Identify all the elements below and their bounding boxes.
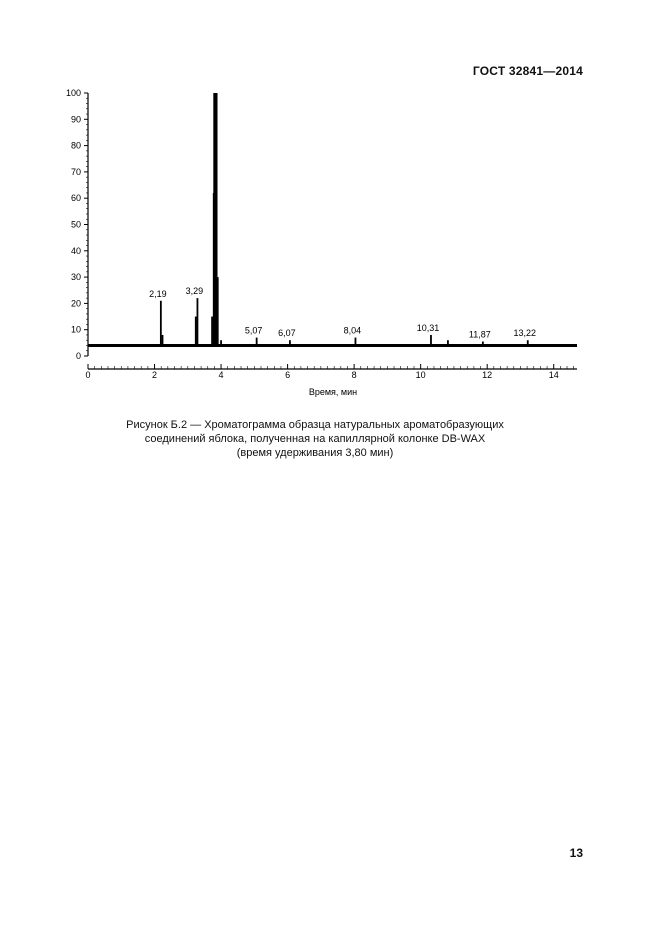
y-tick-label: 90	[71, 114, 81, 124]
x-tick-label: 8	[352, 370, 357, 380]
chart-axes: 0 10 20 30 40 50 60 70 80 90 100 0 2 4 6 8 10 12 14	[66, 88, 577, 380]
page-number: 13	[569, 846, 583, 860]
x-tick-label: 2	[152, 370, 157, 380]
peak-labels: 2,19 3,29 5,07 6,07 8,04 10,31 11,87 13,22	[149, 286, 536, 339]
x-tick-label: 14	[549, 370, 559, 380]
x-tick-label: 6	[285, 370, 290, 380]
peak-label: 13,22	[514, 328, 537, 338]
y-tick-label: 80	[71, 141, 81, 151]
y-tick-label: 60	[71, 193, 81, 203]
peak-label: 10,31	[417, 323, 440, 333]
x-axis-label: Время, мин	[309, 387, 357, 397]
document-standard-header: ГОСТ 32841—2014	[472, 64, 583, 78]
y-tick-label: 10	[71, 325, 81, 335]
peak-label: 11,87	[469, 330, 491, 340]
y-tick-label: 0	[76, 351, 81, 361]
chromatogram-trace	[88, 93, 577, 347]
caption-line-3: (время удерживания 3,80 мин)	[236, 447, 394, 459]
y-tick-label: 40	[71, 246, 81, 256]
x-tick-label: 0	[85, 370, 90, 380]
x-tick-label: 4	[219, 370, 224, 380]
figure-caption: Рисунок Б.2 — Хроматограмма образца нату…	[100, 418, 530, 460]
peak-label: 3,29	[186, 286, 204, 296]
peak-label: 6,07	[278, 328, 296, 338]
peak-label: 8,04	[344, 326, 362, 336]
y-tick-label: 20	[71, 298, 81, 308]
caption-line-2: соединений яблока, полученная на капилля…	[144, 433, 486, 445]
x-tick-label: 12	[482, 370, 492, 380]
x-tick-label: 10	[416, 370, 426, 380]
peak-label: 2,19	[149, 289, 167, 299]
y-tick-label: 70	[71, 167, 81, 177]
chromatogram-chart: 0 10 20 30 40 50 60 70 80 90 100 0 2 4 6 8 10 12 14 2,19 3,…	[66, 88, 577, 397]
peak-label: 5,07	[245, 326, 263, 336]
y-tick-label: 30	[71, 272, 81, 282]
y-tick-label: 100	[66, 88, 81, 98]
y-tick-label: 50	[71, 220, 81, 230]
caption-line-1: Рисунок Б.2 — Хроматограмма образца нату…	[126, 419, 504, 431]
